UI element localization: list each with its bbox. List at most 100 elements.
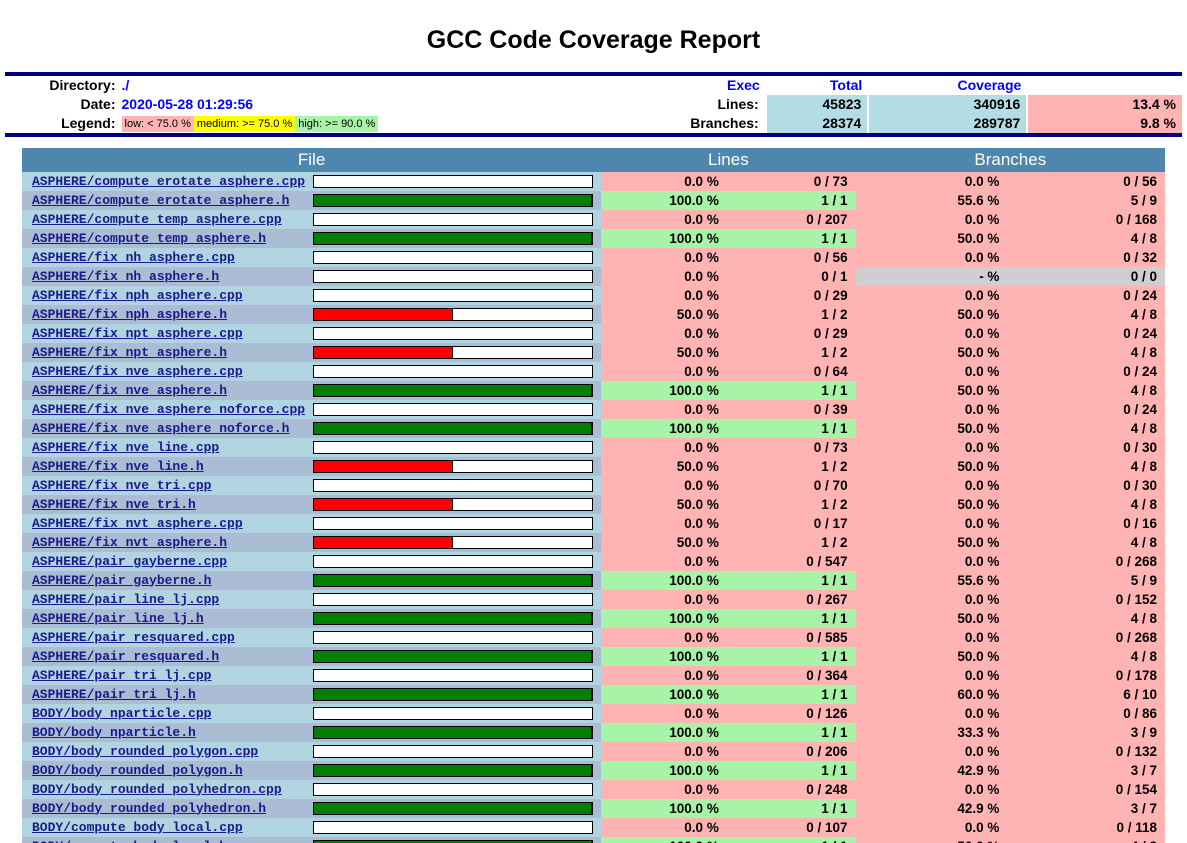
- coverage-bar-cell: [305, 798, 602, 818]
- file-link[interactable]: ASPHERE/pair_gayberne.cpp: [32, 553, 228, 569]
- coverage-bar-cell: [305, 760, 602, 780]
- column-header-file[interactable]: File: [22, 147, 602, 172]
- coverage-bar-fill: [314, 536, 454, 548]
- coverage-bar-cell: [305, 836, 602, 843]
- coverage-bar-cell: [305, 779, 602, 799]
- lines-count-cell: 0 / 73: [726, 171, 856, 191]
- file-link[interactable]: ASPHERE/fix_nve_asphere.h: [32, 382, 228, 398]
- file-link[interactable]: ASPHERE/fix_nvt_asphere.cpp: [32, 515, 243, 531]
- coverage-bar-fill: [314, 422, 593, 434]
- lines-percent-cell: 100.0 %: [601, 570, 727, 590]
- header-row-directory: Directory: ./ Exec Total Coverage: [5, 76, 1182, 95]
- file-link[interactable]: ASPHERE/compute_erotate_asphere.cpp: [32, 173, 306, 189]
- file-link[interactable]: ASPHERE/fix_nph_asphere.h: [32, 306, 228, 322]
- table-row: ASPHERE/compute_erotate_asphere.h 100.0 %…: [22, 190, 1165, 210]
- table-row: ASPHERE/fix_nve_line.cpp 0.0 % 0 / 73 0.0 %…: [22, 437, 1165, 457]
- file-link[interactable]: ASPHERE/compute_erotate_asphere.h: [32, 192, 290, 208]
- legend-chip-medium: medium: >= 75.0 %: [193, 116, 296, 132]
- file-cell: ASPHERE/fix_nve_line.cpp: [22, 437, 306, 457]
- file-link[interactable]: ASPHERE/fix_nve_asphere_noforce.h: [32, 420, 290, 436]
- legend-chips: low: < 75.0 % medium: >= 75.0 % high: >= 9…: [121, 116, 379, 132]
- file-cell: ASPHERE/fix_nph_asphere.cpp: [22, 285, 306, 305]
- file-link[interactable]: BODY/body_rounded_polyhedron.h: [32, 800, 267, 816]
- coverage-bar-fill: [314, 612, 593, 624]
- table-row: BODY/compute_body_local.h 100.0 %1 / 150.…: [22, 836, 1165, 843]
- legend-chip-low: low: < 75.0 %: [121, 116, 194, 132]
- lines-percent-cell: 0.0 %: [601, 437, 727, 457]
- branches-percent-cell: 42.9 %: [855, 760, 1008, 780]
- table-row: ASPHERE/pair_resquared.h 100.0 % 1 / 1 50.0…: [22, 646, 1165, 666]
- coverage-bar-cell: [305, 323, 602, 343]
- column-header-branches[interactable]: Branches: [855, 147, 1165, 172]
- coverage-bar-fill: [314, 688, 593, 700]
- file-link[interactable]: ASPHERE/fix_npt_asphere.h: [32, 344, 228, 360]
- file-link[interactable]: ASPHERE/compute_temp_asphere.h: [32, 230, 267, 246]
- file-link[interactable]: ASPHERE/pair_resquared.cpp: [32, 629, 235, 645]
- file-link[interactable]: ASPHERE/pair_resquared.h: [32, 648, 220, 664]
- file-link[interactable]: ASPHERE/pair_tri_lj.h: [32, 686, 196, 702]
- file-link[interactable]: ASPHERE/fix_nve_tri.cpp: [32, 477, 212, 493]
- header-spacer-3: [378, 114, 660, 133]
- coverage-bar-track: [313, 345, 594, 359]
- lines-percent-cell: 100.0 %: [601, 418, 727, 438]
- file-link[interactable]: ASPHERE/fix_nh_asphere.cpp: [32, 249, 235, 265]
- file-link[interactable]: ASPHERE/fix_nve_line.cpp: [32, 439, 220, 455]
- file-link[interactable]: ASPHERE/fix_npt_asphere.cpp: [32, 325, 243, 341]
- branches-count-cell: 0 / 168: [1007, 209, 1165, 229]
- branches-percent-cell: 0.0 %: [855, 741, 1008, 761]
- coverage-bar-cell: [305, 589, 602, 609]
- branches-count-cell: 0 / 118: [1007, 817, 1165, 837]
- file-link[interactable]: ASPHERE/pair_gayberne.h: [32, 572, 212, 588]
- coverage-bar-track: [313, 744, 594, 758]
- file-link[interactable]: ASPHERE/fix_nph_asphere.cpp: [32, 287, 243, 303]
- file-link[interactable]: BODY/body_rounded_polyhedron.cpp: [32, 781, 282, 797]
- branches-count-cell: 4 / 8: [1007, 646, 1165, 666]
- branches-percent-cell: 0.0 %: [855, 399, 1008, 419]
- file-link[interactable]: ASPHERE/compute_temp_asphere.cpp: [32, 211, 282, 227]
- file-link[interactable]: BODY/body_nparticle.cpp: [32, 705, 212, 721]
- lines-count-cell: 0 / 17: [726, 513, 856, 533]
- coverage-bar-track: [313, 782, 594, 796]
- table-row: ASPHERE/fix_nve_tri.cpp 0.0 % 0 / 70 0.0 % 0…: [22, 475, 1165, 495]
- branches-percent-cell: 60.0 %: [855, 684, 1008, 704]
- file-link[interactable]: BODY/body_rounded_polygon.h: [32, 762, 243, 778]
- coverage-bar-track: [313, 687, 594, 701]
- lines-count-cell: 1 / 1: [726, 228, 856, 248]
- file-link[interactable]: ASPHERE/pair_tri_lj.cpp: [32, 667, 212, 683]
- coverage-bar-track: [313, 668, 594, 682]
- lines-count-cell: 0 / 126: [726, 703, 856, 723]
- table-row: ASPHERE/fix_nh_asphere.cpp 0.0 % 0 / 56 0.0…: [22, 247, 1165, 267]
- file-link[interactable]: BODY/compute_body_local.cpp: [32, 819, 243, 835]
- coverage-bar-track: [313, 478, 594, 492]
- header-info-table: Directory: ./ Exec Total Coverage Date: …: [5, 76, 1182, 133]
- file-link[interactable]: ASPHERE/fix_nve_asphere.cpp: [32, 363, 243, 379]
- lines-count-cell: 0 / 547: [726, 551, 856, 571]
- page-title: GCC Code Coverage Report: [426, 25, 761, 54]
- file-link[interactable]: ASPHERE/fix_nve_asphere_noforce.cpp: [32, 401, 306, 417]
- file-link[interactable]: ASPHERE/pair_line_lj.h: [32, 610, 204, 626]
- file-cell: BODY/compute_body_local.h: [22, 836, 306, 843]
- lines-count-cell: 0 / 585: [726, 627, 856, 647]
- file-link[interactable]: ASPHERE/fix_nvt_asphere.h: [32, 534, 228, 550]
- file-link[interactable]: ASPHERE/fix_nve_tri.h: [32, 496, 196, 512]
- lines-percent-cell: 100.0 %: [601, 380, 727, 400]
- coverage-bar-cell: [305, 665, 602, 685]
- lines-percent-cell: 100.0 %: [601, 190, 727, 210]
- file-link[interactable]: ASPHERE/pair_line_lj.cpp: [32, 591, 220, 607]
- file-link[interactable]: BODY/body_rounded_polygon.cpp: [32, 743, 259, 759]
- lines-count-cell: 1 / 2: [726, 456, 856, 476]
- lines-percent-cell: 100.0 %: [601, 722, 727, 742]
- branches-count-cell: 4 / 8: [1007, 608, 1165, 628]
- table-row: BODY/body_nparticle.h 100.0 % 1 / 1 33.3 % 3…: [22, 722, 1165, 742]
- lines-count-cell: 0 / 1: [726, 266, 856, 286]
- file-link[interactable]: ASPHERE/fix_nh_asphere.h: [32, 268, 220, 284]
- lines-count-cell: 0 / 364: [726, 665, 856, 685]
- file-link[interactable]: BODY/body_nparticle.h: [32, 724, 196, 740]
- column-header-lines[interactable]: Lines: [601, 147, 856, 172]
- file-link[interactable]: BODY/compute_body_local.h: [32, 839, 227, 843]
- branches-count-cell: 6 / 10: [1007, 684, 1165, 704]
- coverage-bar-fill: [314, 764, 593, 776]
- file-link[interactable]: ASPHERE/fix_nve_line.h: [32, 458, 204, 474]
